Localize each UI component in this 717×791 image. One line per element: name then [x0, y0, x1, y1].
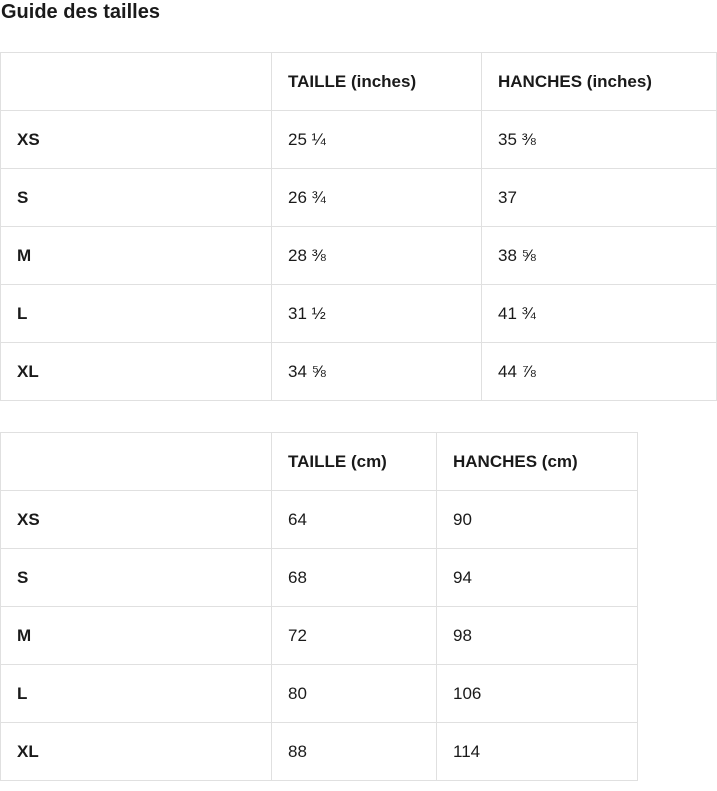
table-cell-hanches: 106 — [436, 664, 638, 723]
table-cell-hanches: 44 ⅞ — [481, 342, 717, 401]
table-cell-hanches: 114 — [436, 722, 638, 781]
row-label: XL — [0, 342, 272, 401]
page-title: Guide des tailles — [1, 1, 160, 23]
table-cell-taille: 88 — [271, 722, 437, 781]
table-cell-hanches: 35 ⅜ — [481, 110, 717, 169]
table-cell-taille: 72 — [271, 606, 437, 665]
table-cell-hanches: 98 — [436, 606, 638, 665]
column-header-taille-inches: TAILLE (inches) — [271, 52, 482, 111]
table-row-xs: XS 25 ¼ 35 ⅜ — [0, 110, 717, 169]
empty-corner-cell — [0, 52, 272, 111]
table-cell-taille: 80 — [271, 664, 437, 723]
table-row-s: S 26 ¾ 37 — [0, 168, 717, 227]
table-cell-taille: 28 ⅜ — [271, 226, 482, 285]
row-label: S — [0, 548, 272, 607]
table-cell-taille: 64 — [271, 490, 437, 549]
table-row-m: M 28 ⅜ 38 ⅝ — [0, 226, 717, 285]
table-cell-taille: 68 — [271, 548, 437, 607]
table-cell-taille: 26 ¾ — [271, 168, 482, 227]
row-label: XS — [0, 490, 272, 549]
table-cell-hanches: 41 ¾ — [481, 284, 717, 343]
table-header-row: TAILLE (cm) HANCHES (cm) — [0, 432, 638, 491]
row-label: L — [0, 664, 272, 723]
table-cell-hanches: 90 — [436, 490, 638, 549]
table-row-l: L 31 ½ 41 ¾ — [0, 284, 717, 343]
column-header-hanches-cm: HANCHES (cm) — [436, 432, 638, 491]
table-cell-taille: 34 ⅝ — [271, 342, 482, 401]
row-label: S — [0, 168, 272, 227]
column-header-hanches-inches: HANCHES (inches) — [481, 52, 717, 111]
table-cell-hanches: 38 ⅝ — [481, 226, 717, 285]
table-header-row: TAILLE (inches) HANCHES (inches) — [0, 52, 717, 111]
row-label: XL — [0, 722, 272, 781]
row-label: XS — [0, 110, 272, 169]
column-header-taille-cm: TAILLE (cm) — [271, 432, 437, 491]
table-cell-hanches: 37 — [481, 168, 717, 227]
row-label: M — [0, 606, 272, 665]
empty-corner-cell — [0, 432, 272, 491]
table-row-m: M 72 98 — [0, 606, 638, 665]
size-table-inches: TAILLE (inches) HANCHES (inches) XS 25 ¼… — [0, 52, 717, 401]
table-cell-taille: 25 ¼ — [271, 110, 482, 169]
table-row-xs: XS 64 90 — [0, 490, 638, 549]
table-cell-hanches: 94 — [436, 548, 638, 607]
row-label: L — [0, 284, 272, 343]
table-cell-taille: 31 ½ — [271, 284, 482, 343]
row-label: M — [0, 226, 272, 285]
size-table-cm: TAILLE (cm) HANCHES (cm) XS 64 90 S 68 9… — [0, 432, 638, 781]
table-row-xl: XL 34 ⅝ 44 ⅞ — [0, 342, 717, 401]
table-row-xl: XL 88 114 — [0, 722, 638, 781]
table-row-s: S 68 94 — [0, 548, 638, 607]
table-row-l: L 80 106 — [0, 664, 638, 723]
